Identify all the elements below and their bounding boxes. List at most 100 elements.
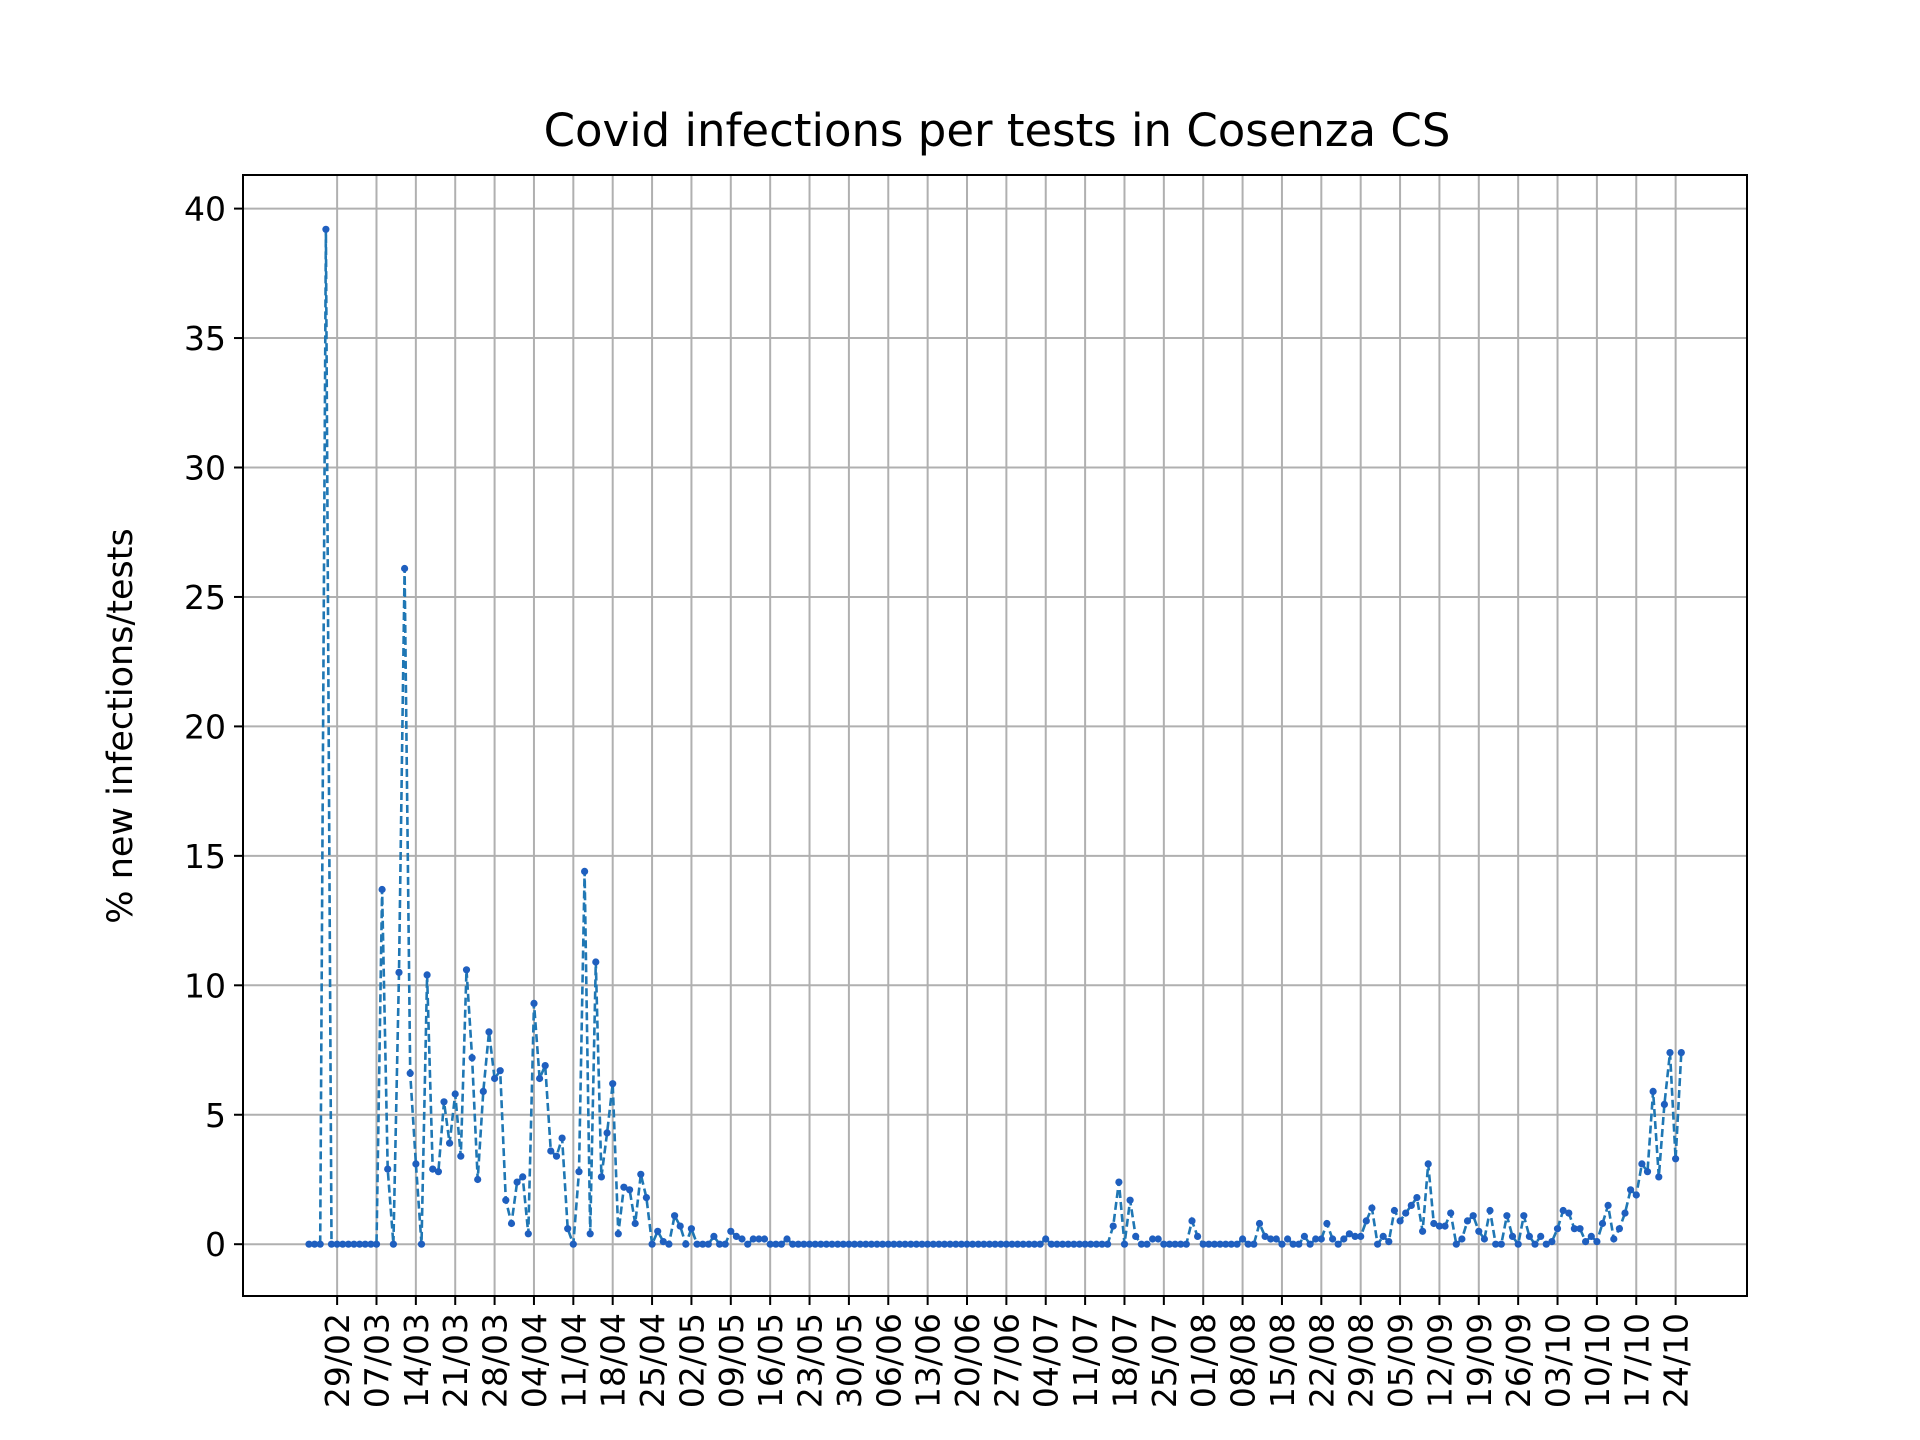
data-point: [1379, 1232, 1387, 1240]
data-point: [412, 1160, 420, 1168]
data-point: [1194, 1232, 1202, 1240]
data-point: [1396, 1217, 1404, 1225]
data-point: [721, 1240, 729, 1248]
data-point: [1570, 1225, 1578, 1233]
chart-title: Covid infections per tests in Cosenza CS: [544, 104, 1451, 157]
data-point: [963, 1240, 971, 1248]
data-point: [642, 1194, 651, 1202]
data-point: [384, 1165, 392, 1173]
x-tick-label: 18/04: [594, 1313, 633, 1408]
x-tick-label: 10/10: [1578, 1313, 1617, 1408]
y-tick-label: 20: [184, 707, 226, 746]
data-point: [1036, 1240, 1044, 1248]
data-point: [890, 1240, 898, 1248]
data-point: [671, 1212, 679, 1220]
data-point: [1323, 1219, 1331, 1228]
data-point: [1317, 1235, 1325, 1243]
data-point: [895, 1240, 904, 1248]
data-point: [862, 1240, 870, 1248]
x-tick-label: 30/05: [830, 1313, 869, 1408]
plot-area: [305, 225, 1685, 1250]
data-point: [1143, 1240, 1151, 1248]
data-point: [1255, 1219, 1264, 1228]
data-point: [586, 1230, 594, 1238]
data-point: [1199, 1240, 1207, 1248]
data-point: [429, 1165, 437, 1173]
data-point: [457, 1152, 465, 1160]
data-point: [451, 1090, 459, 1098]
data-point: [1553, 1225, 1562, 1233]
data-point: [879, 1240, 887, 1248]
data-point: [631, 1219, 639, 1228]
data-point: [940, 1240, 949, 1248]
data-point: [1582, 1238, 1590, 1246]
data-point: [1638, 1160, 1646, 1168]
data-point: [446, 1139, 454, 1147]
data-point: [1413, 1194, 1421, 1202]
y-tick-label: 35: [184, 319, 226, 358]
data-point: [1205, 1240, 1213, 1248]
data-point: [811, 1240, 819, 1248]
data-point: [395, 968, 403, 977]
data-point: [592, 958, 600, 966]
data-point: [1340, 1235, 1348, 1243]
data-point: [1064, 1240, 1072, 1248]
data-point: [406, 1069, 414, 1077]
data-point: [1559, 1206, 1567, 1215]
data-point: [575, 1168, 583, 1176]
x-tick-label: 25/04: [633, 1313, 672, 1408]
data-point: [744, 1240, 752, 1248]
x-tick-label: 08/08: [1224, 1313, 1263, 1408]
x-tick-label: 02/05: [672, 1313, 711, 1408]
data-point: [1492, 1240, 1500, 1248]
data-point: [755, 1235, 763, 1243]
data-point: [1216, 1240, 1224, 1248]
data-point: [1666, 1049, 1674, 1057]
data-point: [682, 1240, 690, 1248]
data-point: [1210, 1240, 1219, 1248]
data-point: [1345, 1230, 1353, 1238]
data-point: [378, 885, 386, 894]
data-point: [1081, 1240, 1089, 1248]
data-point: [552, 1152, 561, 1160]
data-point: [1137, 1240, 1145, 1248]
data-point: [1030, 1240, 1039, 1248]
data-point: [322, 225, 330, 233]
data-point: [485, 1028, 493, 1036]
data-point: [1357, 1232, 1365, 1240]
x-tick-label: 04/04: [515, 1313, 554, 1408]
data-point: [727, 1227, 735, 1235]
data-point: [991, 1240, 999, 1248]
x-tick-label: 25/07: [1145, 1313, 1184, 1408]
y-tick-label: 5: [205, 1096, 226, 1135]
plot-frame: [242, 174, 1748, 1297]
data-point: [1014, 1240, 1022, 1248]
data-point: [912, 1240, 921, 1248]
data-point: [344, 1240, 352, 1248]
data-point: [1368, 1204, 1376, 1212]
data-point: [1610, 1235, 1618, 1243]
data-point: [1334, 1240, 1342, 1248]
data-point: [1182, 1240, 1190, 1248]
data-point: [1593, 1238, 1601, 1246]
data-point: [1008, 1240, 1016, 1248]
data-point: [1604, 1201, 1612, 1209]
data-point: [772, 1240, 780, 1248]
data-point: [907, 1240, 915, 1248]
x-tick-label: 12/09: [1420, 1313, 1459, 1408]
data-point: [327, 1240, 336, 1248]
data-point: [1497, 1240, 1505, 1248]
data-point: [1177, 1240, 1185, 1248]
x-tick-label: 07/03: [357, 1313, 396, 1408]
data-point: [654, 1227, 662, 1235]
data-point: [969, 1240, 977, 1248]
data-point: [524, 1230, 532, 1238]
data-point: [547, 1147, 555, 1155]
x-tick-label: 26/09: [1499, 1313, 1538, 1408]
y-tick-label: 0: [205, 1225, 226, 1264]
data-point: [704, 1240, 712, 1248]
y-tick-label: 30: [184, 449, 226, 488]
data-point: [440, 1098, 448, 1106]
data-point: [659, 1238, 667, 1246]
data-point: [760, 1235, 769, 1243]
